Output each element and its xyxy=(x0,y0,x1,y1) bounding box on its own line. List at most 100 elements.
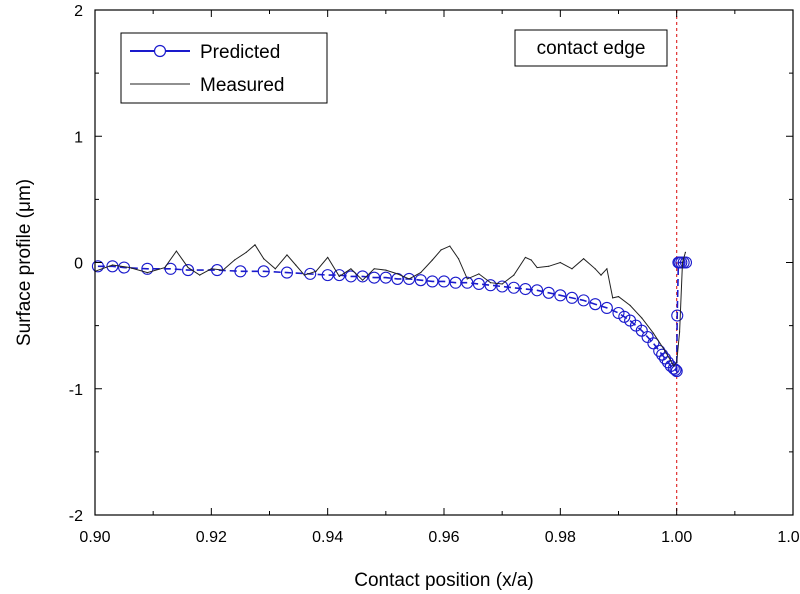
measured-point xyxy=(559,261,561,264)
measured-point xyxy=(571,268,573,270)
legend-box xyxy=(120,32,328,104)
measured-point xyxy=(361,279,364,281)
x-tick-label: 0.96 xyxy=(428,529,459,546)
measured-point xyxy=(263,258,265,260)
measured-point xyxy=(641,317,643,319)
predicted-point xyxy=(356,270,369,283)
measured-point xyxy=(684,251,686,253)
x-tick-label: 0.94 xyxy=(312,529,343,546)
legend-measured-label: Measured xyxy=(200,75,285,96)
measured-point xyxy=(673,365,675,367)
predicted-point xyxy=(414,274,427,287)
measured-point xyxy=(327,256,329,259)
predicted-point xyxy=(589,298,602,311)
measured-point xyxy=(664,350,666,352)
annotation-box xyxy=(514,29,668,67)
measured-point xyxy=(583,258,585,260)
measured-point xyxy=(536,266,538,269)
predicted-point xyxy=(333,269,346,282)
measured-point xyxy=(373,268,375,270)
measured-point xyxy=(501,283,503,285)
predicted-point xyxy=(542,286,555,299)
measured-point xyxy=(617,295,620,298)
measured-point xyxy=(431,259,433,261)
predicted-point xyxy=(667,362,680,375)
measured-point xyxy=(420,272,422,274)
y-tick-label: 0 xyxy=(74,256,83,273)
measured-point xyxy=(548,265,550,267)
predicted-point xyxy=(257,265,270,278)
predicted-point xyxy=(304,267,317,280)
predicted-point xyxy=(618,310,631,323)
predicted-point xyxy=(368,271,381,284)
predicted-point xyxy=(426,275,439,288)
predicted-point xyxy=(484,279,497,292)
measured-point xyxy=(315,270,317,272)
predicted-point xyxy=(496,280,509,293)
predicted-point xyxy=(344,270,357,283)
y-axis-title: Surface profile (μm) xyxy=(14,179,35,346)
predicted-point xyxy=(403,272,416,285)
measured-point xyxy=(111,264,114,266)
legend-predicted-label: Predicted xyxy=(200,42,280,63)
predicted-point xyxy=(182,264,195,277)
measured-point xyxy=(612,297,614,299)
predicted-point xyxy=(91,260,104,273)
measured-point xyxy=(681,261,684,264)
measured-point xyxy=(408,278,410,280)
measured-point xyxy=(210,268,212,270)
predicted-point xyxy=(600,301,613,315)
measured-point xyxy=(385,269,387,271)
measured-point xyxy=(303,274,305,276)
measured-point xyxy=(396,273,399,275)
measured-point xyxy=(129,266,131,269)
x-tick-label: 1.02 xyxy=(777,529,800,546)
measured-point xyxy=(164,266,166,269)
predicted-point xyxy=(670,365,683,378)
measured-point xyxy=(594,268,596,270)
predicted-point xyxy=(234,265,247,278)
legend-predicted-marker xyxy=(153,44,167,58)
measured-point xyxy=(513,274,515,276)
predicted-point xyxy=(379,271,392,284)
legend: Predicted Measured xyxy=(120,32,328,104)
predicted-point xyxy=(437,275,451,288)
predicted-point xyxy=(449,276,462,289)
measured-point xyxy=(489,282,492,284)
measured-point xyxy=(175,250,178,252)
predicted-point xyxy=(507,281,520,294)
measured-point xyxy=(286,254,288,256)
measured-point xyxy=(199,274,201,276)
y-tick-label: -1 xyxy=(69,382,83,399)
x-axis: 0.90 0.92 0.94 0.96 0.98 1.00 1.02 xyxy=(79,10,800,546)
measured-point xyxy=(478,273,480,275)
predicted-point xyxy=(658,352,672,365)
predicted-point xyxy=(554,289,567,302)
predicted-series xyxy=(91,256,693,378)
measured-point xyxy=(274,268,276,270)
measured-point xyxy=(187,266,189,269)
x-tick-label: 1.00 xyxy=(661,529,692,546)
predicted-point xyxy=(647,337,660,350)
measured-point xyxy=(600,274,602,276)
predicted-point xyxy=(565,291,579,304)
predicted-point xyxy=(321,269,334,282)
y-axis: -2 -1 0 1 2 xyxy=(69,3,793,525)
x-axis-title: Contact position (x/a) xyxy=(354,570,534,591)
measured-point xyxy=(440,249,442,251)
measured-point xyxy=(254,244,256,246)
annotation-label: contact edge xyxy=(537,38,646,59)
measured-line xyxy=(94,244,686,367)
measured-point xyxy=(676,361,678,363)
predicted-point xyxy=(141,262,154,275)
predicted-point xyxy=(671,309,684,322)
x-tick-label: 0.92 xyxy=(196,529,227,546)
measured-point xyxy=(466,278,468,280)
measured-point xyxy=(245,251,247,253)
contact-edge-annotation: contact edge xyxy=(514,29,668,67)
x-tick-label: 0.98 xyxy=(545,529,576,546)
predicted-point xyxy=(280,266,294,279)
measured-series xyxy=(94,244,686,367)
measured-point xyxy=(530,259,532,261)
x-tick-label: 0.90 xyxy=(79,529,110,546)
